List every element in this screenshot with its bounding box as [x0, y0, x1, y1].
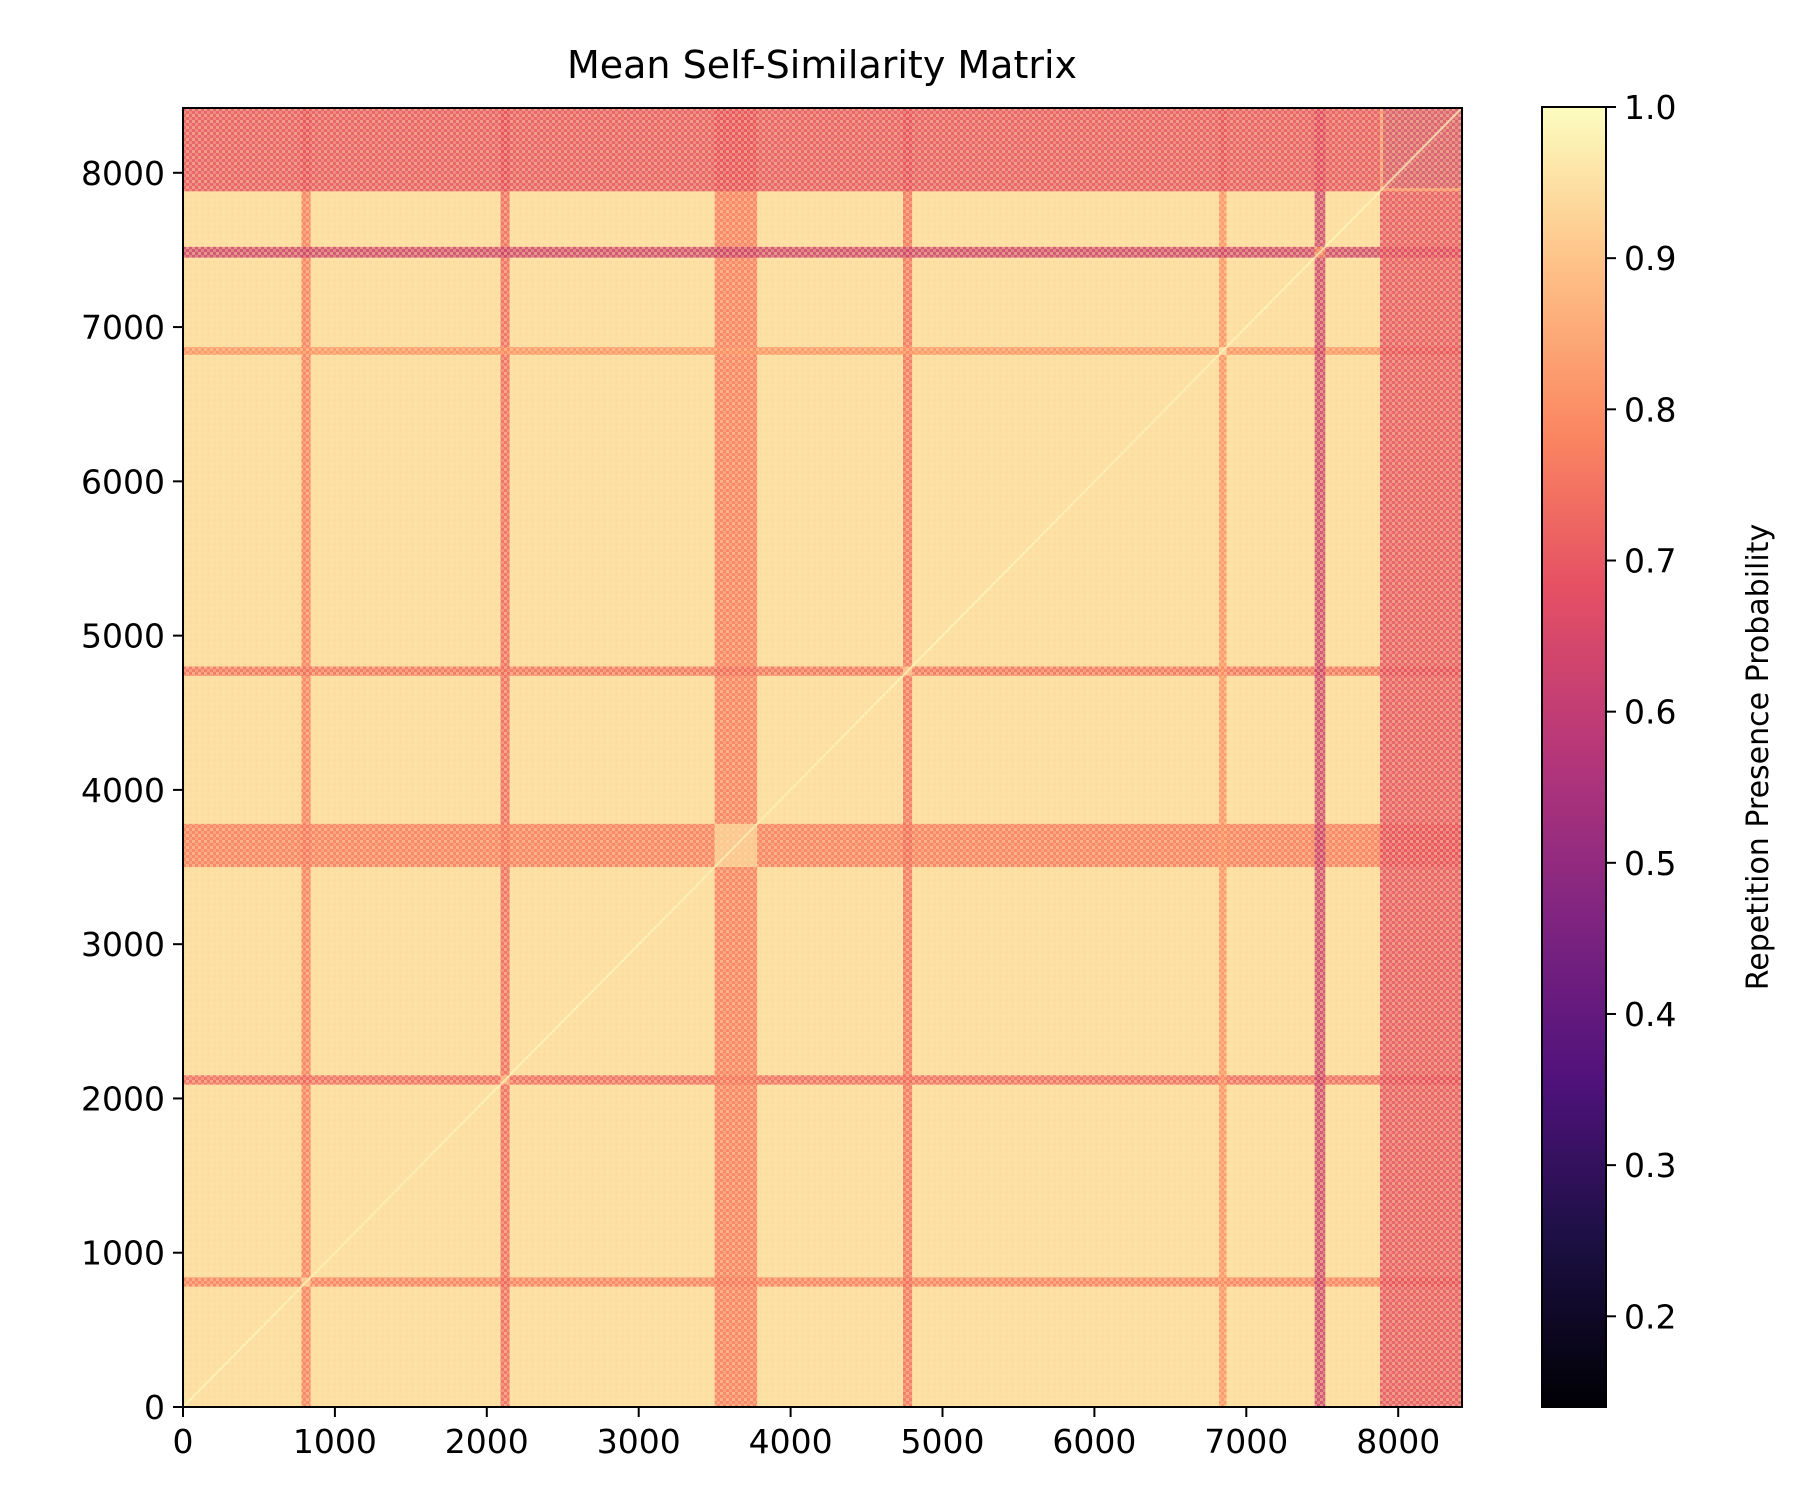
- x-tick-label: 8000: [1356, 1422, 1440, 1461]
- x-tick-label: 5000: [901, 1422, 985, 1461]
- y-tick-label: 0: [144, 1388, 165, 1427]
- colorbar: [1542, 107, 1606, 1407]
- x-tick-label: 2000: [445, 1422, 529, 1461]
- colorbar-frame: [1541, 106, 1607, 1408]
- colorbar-tick-label: 0.5: [1624, 844, 1676, 883]
- colorbar-label: Repetition Presence Probability: [1741, 524, 1776, 990]
- colorbar-tick-label: 0.2: [1624, 1297, 1676, 1336]
- colorbar-tick-label: 0.9: [1624, 239, 1676, 278]
- x-tick-label: 1000: [293, 1422, 377, 1461]
- heatmap-noise-overlay: [183, 108, 1462, 1407]
- colorbar-tick-label: 0.3: [1624, 1146, 1676, 1185]
- y-tick-label: 7000: [81, 308, 165, 347]
- y-axis: 0 1000 2000 3000 4000 5000 6000 7000 8000: [81, 154, 183, 1427]
- y-tick-label: 8000: [81, 154, 165, 193]
- colorbar-tick-label: 1.0: [1624, 88, 1676, 127]
- y-tick-label: 6000: [81, 462, 165, 501]
- y-tick-label: 4000: [81, 771, 165, 810]
- colorbar-tick-label: 0.6: [1624, 693, 1676, 732]
- x-tick-label: 3000: [597, 1422, 681, 1461]
- x-tick-label: 4000: [749, 1422, 833, 1461]
- y-tick-label: 1000: [81, 1234, 165, 1273]
- colorbar-axis: 0.2 0.3 0.4 0.5 0.6 0.7 0.8 0.9 1.0: [1606, 88, 1676, 1336]
- y-tick-label: 3000: [81, 925, 165, 964]
- x-tick-label: 7000: [1204, 1422, 1288, 1461]
- chart-title: Mean Self-Similarity Matrix: [567, 43, 1077, 87]
- y-tick-label: 5000: [81, 617, 165, 656]
- colorbar-tick-label: 0.8: [1624, 390, 1676, 429]
- x-axis: 0 1000 2000 3000 4000 5000 6000 7000 8000: [173, 1407, 1440, 1461]
- y-tick-label: 2000: [81, 1079, 165, 1118]
- plot-frame: [182, 107, 1463, 1408]
- colorbar-tick-label: 0.7: [1624, 541, 1676, 580]
- x-tick-label: 0: [173, 1422, 194, 1461]
- colorbar-tick-label: 0.4: [1624, 995, 1676, 1034]
- x-tick-label: 6000: [1052, 1422, 1136, 1461]
